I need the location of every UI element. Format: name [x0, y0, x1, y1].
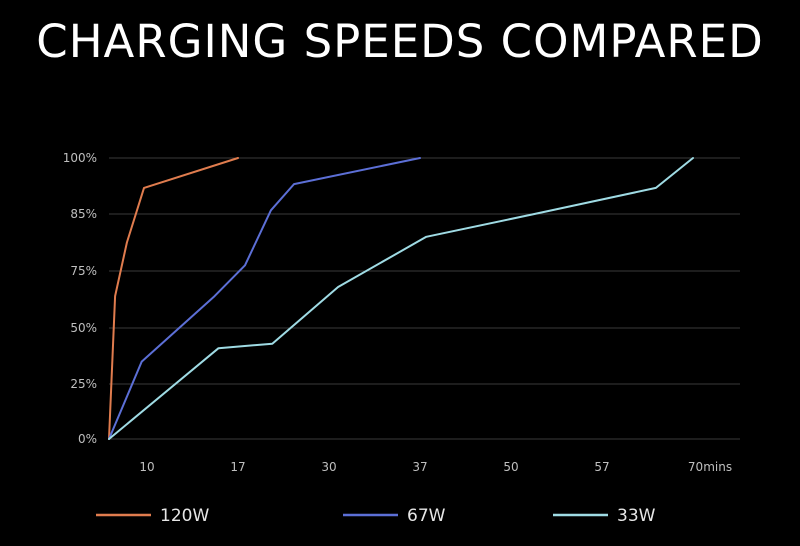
y-tick-label: 50% [70, 321, 97, 335]
x-tick-label: 10 [139, 460, 154, 474]
x-tick-label: 57 [594, 460, 609, 474]
y-tick-label: 0% [78, 432, 97, 446]
series-line-33w [108, 157, 694, 440]
series-line-120w [108, 157, 239, 440]
x-tick-label: 17 [230, 460, 245, 474]
y-tick-label: 25% [70, 377, 97, 391]
legend-label-120w: 120W [160, 506, 209, 526]
y-tick-label: 85% [70, 207, 97, 221]
series-line-67w [108, 157, 421, 440]
x-tick-label: 30 [321, 460, 336, 474]
grid-lines [109, 157, 740, 440]
legend-label-67w: 67W [407, 506, 446, 526]
legend-label-33w: 33W [617, 506, 656, 526]
x-tick-label: 50 [503, 460, 518, 474]
chart-title: CHARGING SPEEDS COMPARED [36, 15, 764, 68]
x-axis-ticks: 10 17 30 37 50 57 70mins [139, 460, 732, 474]
x-tick-label: 37 [412, 460, 427, 474]
y-tick-label: 75% [70, 264, 97, 278]
legend: 120W 67W 33W [96, 506, 656, 526]
y-axis-ticks: 0% 25% 50% 75% 85% 100% [63, 151, 97, 446]
y-tick-label: 100% [63, 151, 97, 165]
data-series [108, 157, 694, 440]
x-tick-label: 70mins [688, 460, 732, 474]
